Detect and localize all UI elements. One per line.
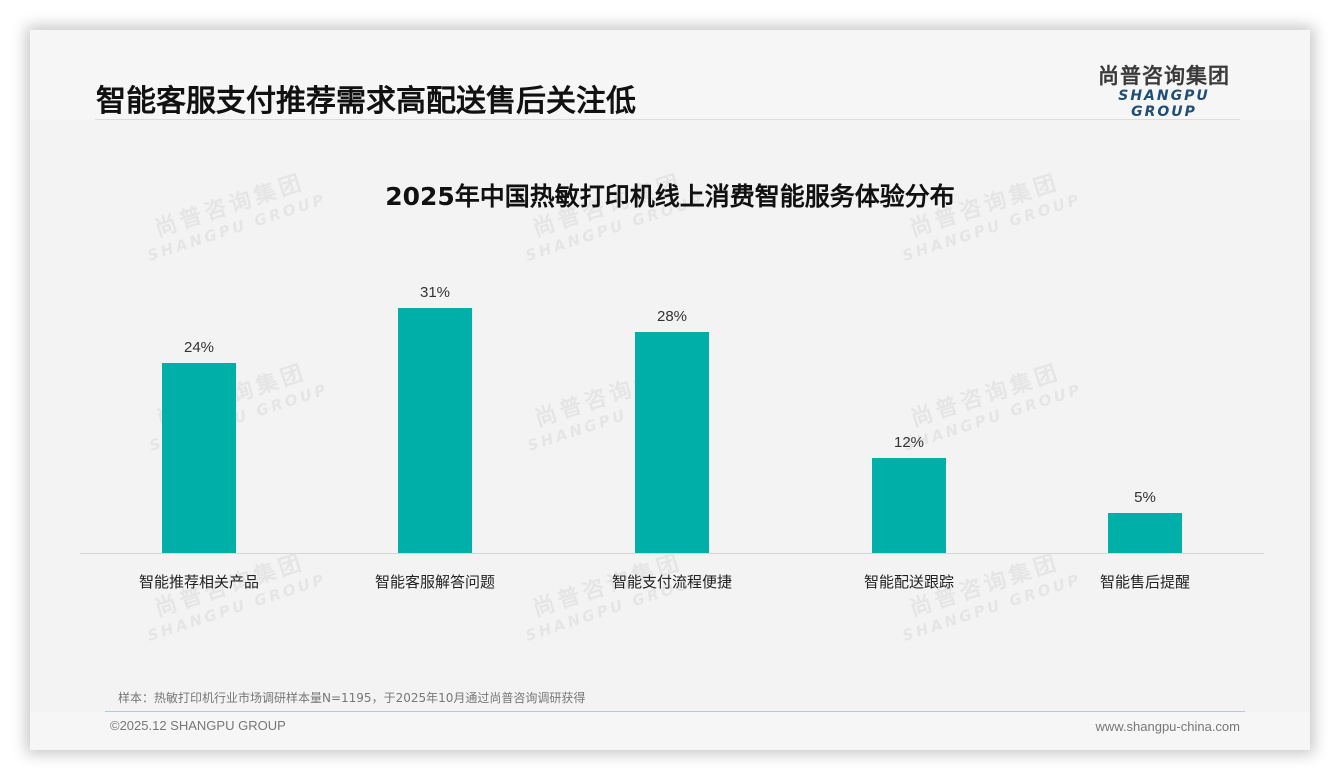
sample-footnote: 样本：热敏打印机行业市场调研样本量N=1195，于2025年10月通过尚普咨询调… — [118, 691, 586, 705]
bar — [1108, 513, 1182, 553]
category-label: 智能支付流程便捷 — [611, 573, 732, 591]
bar-value-label: 12% — [893, 434, 925, 451]
bar-value-label: 24% — [183, 339, 215, 356]
bar-value-label: 5% — [1134, 489, 1156, 506]
footer-divider — [105, 711, 1245, 712]
chart-title: 2025年中国热敏打印机线上消费智能服务体验分布 — [385, 182, 955, 211]
slide-card: 智能客服支付推荐需求高配送售后关注低 尚普咨询集团 SHANGPU GROUP … — [30, 30, 1310, 750]
website-link[interactable]: www.shangpu-china.com — [1095, 719, 1240, 734]
category-label: 智能客服解答问题 — [374, 573, 495, 591]
category-label: 智能推荐相关产品 — [138, 573, 259, 591]
bar — [872, 458, 946, 553]
header-band — [30, 30, 1310, 120]
watermark-cn-text: 尚普咨询集团 — [907, 360, 1065, 433]
title-divider — [95, 119, 1240, 120]
bar — [162, 363, 236, 553]
bar — [635, 332, 709, 553]
bar-value-label: 28% — [656, 308, 688, 325]
logo-en-text: SHANGPU GROUP — [1118, 88, 1210, 120]
footer-band — [30, 712, 1310, 750]
category-label: 智能配送跟踪 — [863, 573, 954, 591]
bar — [398, 308, 472, 553]
category-label: 智能售后提醒 — [1099, 573, 1190, 591]
page-title: 智能客服支付推荐需求高配送售后关注低 — [96, 84, 636, 119]
logo-cn-text: 尚普咨询集团 — [1098, 64, 1230, 88]
brand-logo: 尚普咨询集团 SHANGPU GROUP — [1088, 64, 1240, 120]
bar-value-label: 31% — [419, 284, 451, 301]
x-axis-line — [80, 553, 1264, 554]
copyright-text: ©2025.12 SHANGPU GROUP — [110, 718, 286, 733]
